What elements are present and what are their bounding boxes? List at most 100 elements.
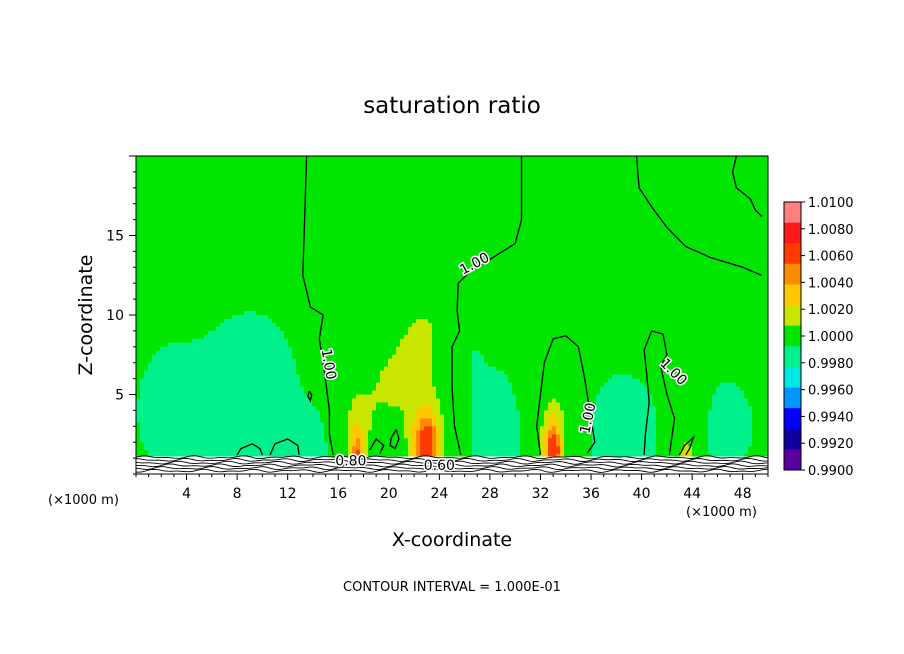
field-cell <box>156 386 161 391</box>
field-cell <box>320 251 325 256</box>
field-cell <box>192 295 197 300</box>
field-cell <box>284 179 289 185</box>
field-cell <box>260 219 265 224</box>
field-cell <box>332 171 337 177</box>
field-cell <box>336 422 341 427</box>
field-cell <box>368 406 373 411</box>
field-cell <box>160 207 165 213</box>
field-cell <box>216 390 221 395</box>
field-cell <box>152 187 157 193</box>
field-cell <box>160 299 165 304</box>
field-cell <box>148 346 153 352</box>
field-cell <box>292 159 297 165</box>
field-cell <box>356 239 361 244</box>
field-cell <box>184 362 189 368</box>
field-cell <box>376 442 381 447</box>
field-cell <box>172 299 177 304</box>
field-cell <box>368 156 373 161</box>
field-cell <box>268 315 273 320</box>
field-cell <box>180 330 185 336</box>
field-cell <box>244 354 249 360</box>
field-cell <box>176 354 181 360</box>
field-cell <box>168 211 173 217</box>
field-cell <box>340 398 345 403</box>
field-cell <box>156 156 161 161</box>
field-cell <box>320 175 325 181</box>
field-cell <box>292 398 297 403</box>
field-cell <box>308 338 313 344</box>
field-cell <box>372 275 377 280</box>
field-cell <box>272 322 277 328</box>
field-cell <box>204 346 209 352</box>
field-cell <box>212 215 217 221</box>
field-cell <box>216 374 221 380</box>
field-cell <box>184 303 189 308</box>
field-cell <box>188 179 193 185</box>
field-cell <box>332 279 337 284</box>
field-cell <box>312 454 317 459</box>
field-cell <box>368 410 373 415</box>
field-cell <box>300 311 305 316</box>
field-cell <box>356 203 361 209</box>
field-cell <box>320 259 325 264</box>
field-cell <box>336 434 341 439</box>
field-cell <box>236 259 241 264</box>
field-cell <box>308 299 313 304</box>
field-cell <box>364 255 369 260</box>
field-cell <box>140 354 145 360</box>
field-cell <box>280 159 285 165</box>
field-cell <box>328 346 333 352</box>
field-cell <box>376 303 381 308</box>
field-cell <box>296 159 301 165</box>
field-cell <box>308 342 313 348</box>
field-cell <box>164 454 169 459</box>
field-cell <box>184 167 189 173</box>
field-cell <box>276 390 281 395</box>
field-cell <box>252 251 257 256</box>
field-cell <box>320 156 325 161</box>
field-cell <box>204 362 209 368</box>
field-cell <box>308 223 313 228</box>
field-cell <box>340 263 345 268</box>
field-cell <box>136 211 141 217</box>
field-cell <box>280 442 285 447</box>
field-cell <box>260 223 265 228</box>
field-cell <box>260 342 265 348</box>
field-cell <box>156 251 161 256</box>
field-cell <box>220 390 225 395</box>
field-cell <box>220 227 225 232</box>
field-cell <box>276 422 281 427</box>
field-cell <box>324 422 329 427</box>
field-cell <box>236 235 241 240</box>
field-cell <box>220 382 225 387</box>
field-cell <box>160 322 165 328</box>
field-cell <box>340 227 345 232</box>
field-cell <box>284 422 289 427</box>
field-cell <box>156 338 161 344</box>
field-cell <box>176 414 181 419</box>
field-cell <box>248 223 253 228</box>
field-cell <box>264 235 269 240</box>
field-cell <box>296 231 301 236</box>
field-cell <box>256 307 261 312</box>
field-cell <box>228 179 233 185</box>
field-cell <box>196 287 201 292</box>
field-cell <box>256 434 261 439</box>
field-cell <box>252 167 257 173</box>
field-cell <box>228 446 233 451</box>
field-cell <box>160 398 165 403</box>
field-cell <box>368 267 373 272</box>
field-cell <box>272 390 277 395</box>
field-cell <box>216 354 221 360</box>
field-cell <box>140 279 145 284</box>
field-cell <box>376 211 381 217</box>
field-cell <box>296 299 301 304</box>
field-cell <box>216 386 221 391</box>
field-cell <box>280 287 285 292</box>
field-cell <box>304 406 309 411</box>
field-cell <box>272 299 277 304</box>
field-cell <box>360 283 365 288</box>
field-cell <box>228 338 233 344</box>
field-cell <box>232 271 237 276</box>
field-cell <box>152 223 157 228</box>
